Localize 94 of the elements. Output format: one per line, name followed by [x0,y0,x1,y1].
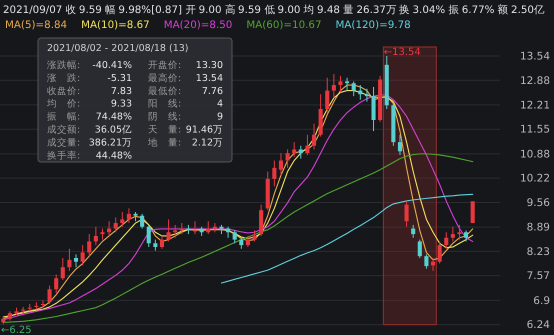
text: 成交额: 36.05亿 [47,124,132,136]
text: 2021/08/02 - 2021/08/18 (13) [47,43,188,54]
annotation: 天 量: 91.46万 [148,124,223,136]
candlestick [120,212,124,228]
candlestick [107,220,112,236]
candlestick [325,77,330,114]
line-series [220,194,474,284]
y-tick-label: 13.54 [520,50,550,62]
candlestick [219,224,224,235]
candlestick [140,213,144,230]
candlestick [206,220,210,235]
text: 振 幅: 74.48% [47,112,132,123]
candlestick [166,218,171,242]
candlestick [100,228,105,240]
candlestick [114,217,118,233]
candlestick [80,244,85,266]
candlestick [239,237,244,250]
candlestick [332,74,336,98]
text: 换手率: 44.48% [47,150,132,162]
text: 阴 线: 9 [148,112,223,123]
candlestick [444,232,448,250]
candlestick [272,160,276,187]
candlestick [286,148,290,168]
candlestick [424,254,428,270]
candlestick [338,75,343,93]
candlestick [404,200,409,228]
y-tick-label: 8.23 [526,246,550,258]
candlestick [126,208,131,224]
candlestick [259,204,264,236]
candlestick [371,86,376,132]
text: MA(5)=8.84 [5,19,68,31]
candlestick [305,134,310,156]
candlestick [87,234,92,257]
text: 阳 线: 4 [148,98,223,110]
candlestick [232,230,237,244]
candlestick [278,152,284,176]
text: MA(20)=8.50 [164,19,232,31]
candlestick [48,285,52,304]
candlestick [28,303,32,312]
candlestick [8,310,12,322]
y-tick-label: 12.88 [520,74,550,87]
candlestick [411,224,416,238]
y-tick-label: 6.9 [533,294,550,307]
candlestick [94,226,98,246]
text: 收盘价: 7.83 [47,86,132,97]
text: 涨跌幅: -40.41% [47,60,132,71]
candlestick [352,80,356,97]
candlestick [246,235,250,248]
candlestick [226,226,230,238]
text: 开盘价: 13.30 [148,60,223,71]
candlestick [358,84,362,100]
candlestick [398,134,402,156]
chart-title: 2021/09/07 收 9.59 幅 9.98%[0.87] 开 9.00 高 9.59 低 9.00 均 9.48 量 26.37万 换 3.04% 振 6.77% 额 2.50亿 [3,4,544,16]
candlestick [418,239,422,258]
text: MA(10)=8.67 [81,19,150,31]
y-tick-label: 10.22 [520,172,550,185]
annotation: 地 量: 2.12万 [147,136,223,148]
text: 涨 跌: -5.31 [47,72,132,84]
candlestick [153,239,158,252]
candlestick [180,222,184,235]
candlestick [212,222,217,233]
text: MA(60)=10.67 [246,19,322,31]
y-tick-label: 8.89 [526,222,550,234]
candlestick [438,240,442,264]
candlestick [292,142,296,158]
candlestick [60,258,65,281]
y-tick-label: 12.21 [520,99,550,112]
y-tick-label: 10.88 [520,148,550,160]
candlestick [450,226,455,242]
y-tick-label: 9.56 [526,196,550,209]
candlestick [200,226,204,236]
candlestick [160,235,164,250]
text: MA(120)=9.78 [336,19,411,31]
text: 最低价: 7.76 [148,86,223,97]
text: ←6.25 [1,325,32,335]
candlestick [312,123,316,150]
annotation: 成交量: 386.21万 [47,136,132,148]
candlestick [192,220,198,235]
candlestick [67,248,72,272]
candlestick [464,230,468,242]
candlestick [186,224,190,235]
candlestick [430,258,436,272]
candlestick [252,230,257,242]
candlestick [146,224,151,248]
text: 均 价: 9.33 [47,98,132,110]
candlestick [457,224,462,240]
candlestick [298,145,303,160]
y-tick-label: 7.57 [526,270,550,282]
y-tick-label: 6.24 [526,319,550,332]
y-tick-label: 11.55 [520,124,550,136]
text: 最高价: 13.54 [148,72,223,84]
candlestick [54,274,58,294]
annotation: ←13.54 [384,47,421,58]
candlestick [74,254,78,268]
